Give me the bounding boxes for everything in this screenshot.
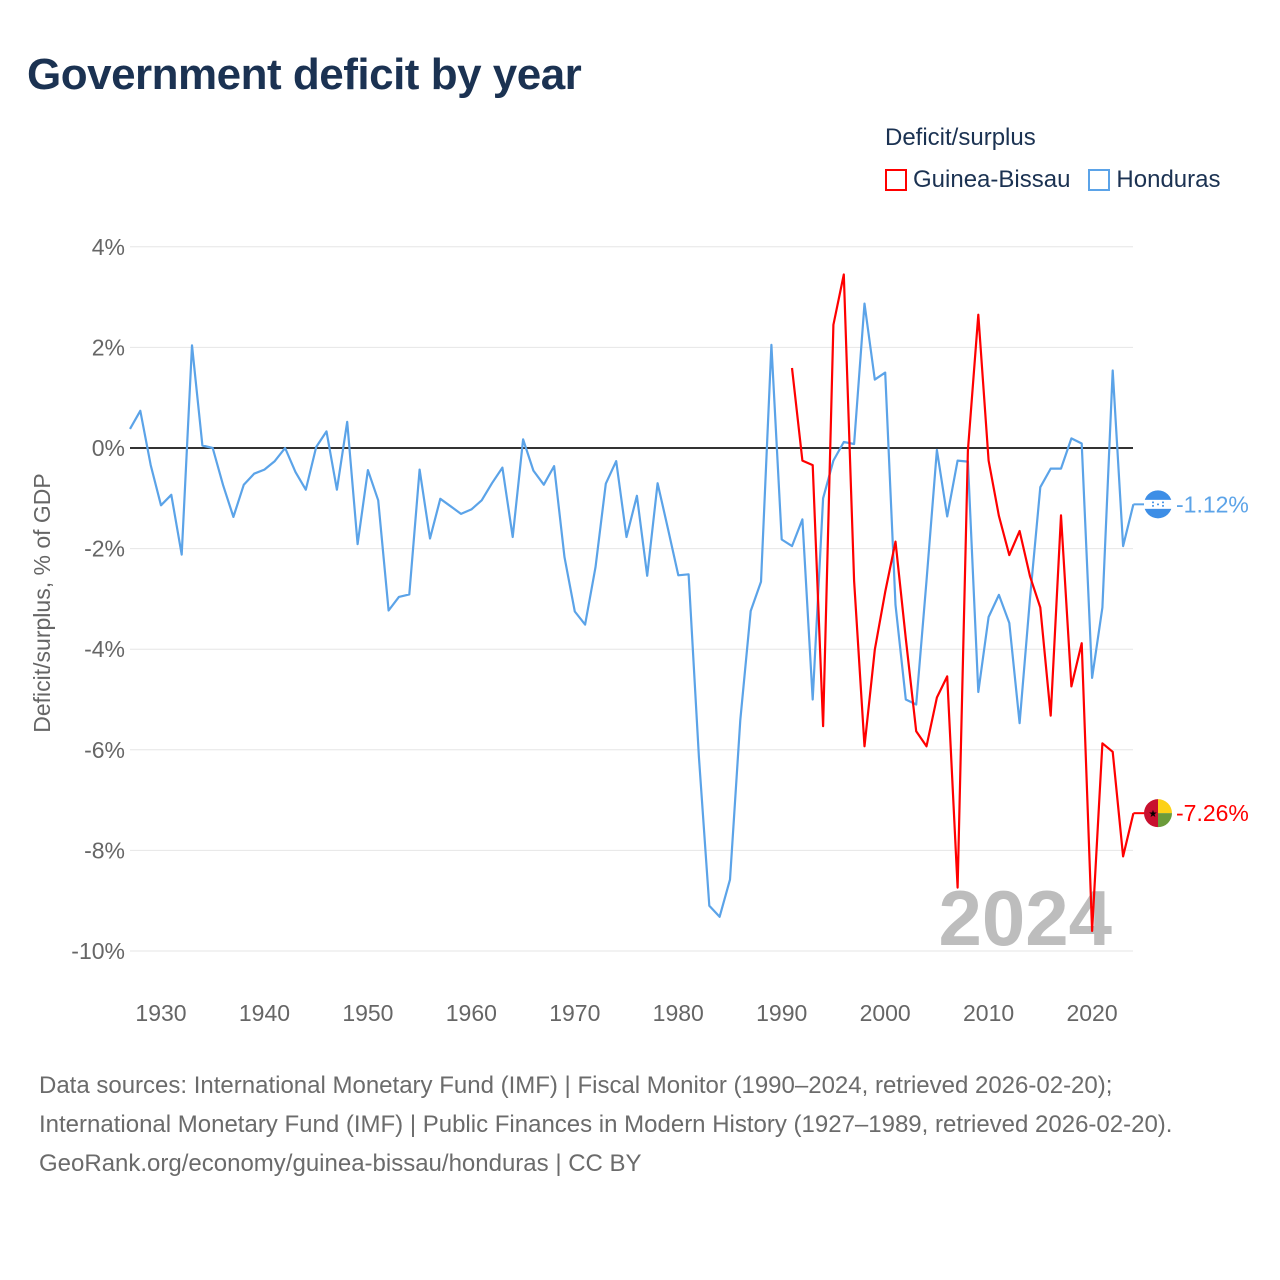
year-watermark: 2024 xyxy=(938,874,1112,962)
legend-label: Honduras xyxy=(1116,166,1221,193)
source-link[interactable]: GeoRank.org/economy/guinea-bissau/hondur… xyxy=(39,1150,642,1177)
guinea-bissau-flag-icon: ★ xyxy=(1144,799,1172,828)
legend-title: Deficit/surplus xyxy=(885,124,1036,151)
flag-star xyxy=(1152,504,1154,507)
x-tick-label: 1990 xyxy=(756,1000,807,1026)
legend-item-honduras[interactable]: Honduras xyxy=(1088,166,1220,194)
legend-swatch-honduras xyxy=(1088,169,1111,191)
x-tick-label: 1930 xyxy=(135,1000,186,1026)
y-tick-label: 2% xyxy=(92,334,125,360)
x-tick-label: 1980 xyxy=(653,1000,704,1026)
flag-yellow xyxy=(1158,799,1172,814)
y-tick-label: -8% xyxy=(84,837,125,863)
x-tick-label: 1950 xyxy=(342,1000,393,1026)
flag-star xyxy=(1152,501,1154,504)
flag-red xyxy=(1144,799,1158,828)
flag-green xyxy=(1158,813,1172,828)
series-line-guinea-bissau xyxy=(790,273,1135,933)
x-tick-label: 1940 xyxy=(239,1000,290,1026)
legend: Guinea-Bissau Honduras xyxy=(885,166,1220,194)
legend-label: Guinea-Bissau xyxy=(913,166,1071,193)
legend-swatch-guinea-bissau xyxy=(885,169,907,191)
end-value-label: -1.12% xyxy=(1176,491,1249,517)
x-tick-label: 2020 xyxy=(1066,1000,1117,1026)
honduras-flag-icon xyxy=(1144,490,1172,519)
legend-item-guinea-bissau[interactable]: Guinea-Bissau xyxy=(885,166,1070,194)
flag-star xyxy=(1162,504,1164,507)
end-value-label: -7.26% xyxy=(1176,800,1249,826)
y-tick-label: -10% xyxy=(71,938,125,964)
y-tick-label: -6% xyxy=(84,737,125,763)
flag-star xyxy=(1157,503,1159,506)
data-sources: Data sources: International Monetary Fun… xyxy=(39,1072,1173,1138)
flag-star xyxy=(1162,501,1164,504)
x-tick-label: 2000 xyxy=(860,1000,911,1026)
x-tick-label: 1960 xyxy=(446,1000,497,1026)
footer: Data sources: International Monetary Fun… xyxy=(39,1066,1239,1183)
x-tick-label: 1970 xyxy=(549,1000,600,1026)
y-tick-label: -4% xyxy=(84,636,125,662)
y-axis-label: Deficit/surplus, % of GDP xyxy=(29,473,55,732)
y-tick-label: 0% xyxy=(92,435,125,461)
y-tick-label: -2% xyxy=(84,536,125,562)
flag-star: ★ xyxy=(1149,809,1158,820)
x-tick-label: 2010 xyxy=(963,1000,1014,1026)
y-tick-label: 4% xyxy=(92,234,125,260)
chart-title: Government deficit by year xyxy=(27,50,582,99)
series-line-honduras xyxy=(129,302,1135,918)
